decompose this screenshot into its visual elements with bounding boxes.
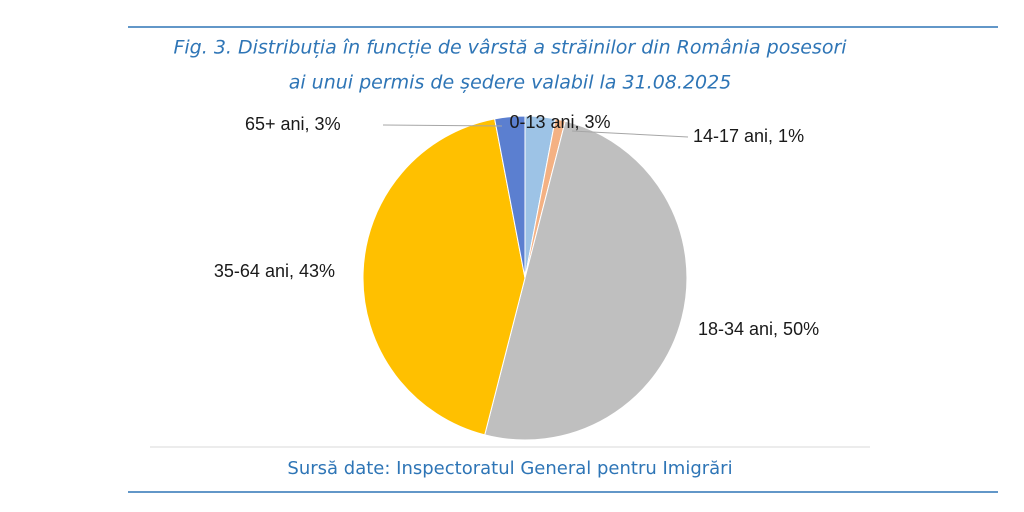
pie-slice <box>362 118 526 436</box>
pie-slice <box>484 120 688 441</box>
data-label: 65+ ani, 3% <box>245 114 341 134</box>
data-label: 18-34 ani, 50% <box>698 319 819 339</box>
source: Sursă date: Inspectoratul General pentru… <box>287 458 732 479</box>
chart-title: Fig. 3. Distribuția în funcție de vârstă… <box>173 37 847 59</box>
data-label: 0-13 ani, 3% <box>509 112 610 132</box>
data-label: 14-17 ani, 1% <box>693 126 804 146</box>
pie-slice <box>494 115 526 279</box>
data-label: 35-64 ani, 43% <box>214 261 335 281</box>
chart-subtitle: ai unui permis de ședere valabil la 31.0… <box>289 72 732 94</box>
leader-line <box>571 130 689 138</box>
leader-line <box>382 124 503 127</box>
